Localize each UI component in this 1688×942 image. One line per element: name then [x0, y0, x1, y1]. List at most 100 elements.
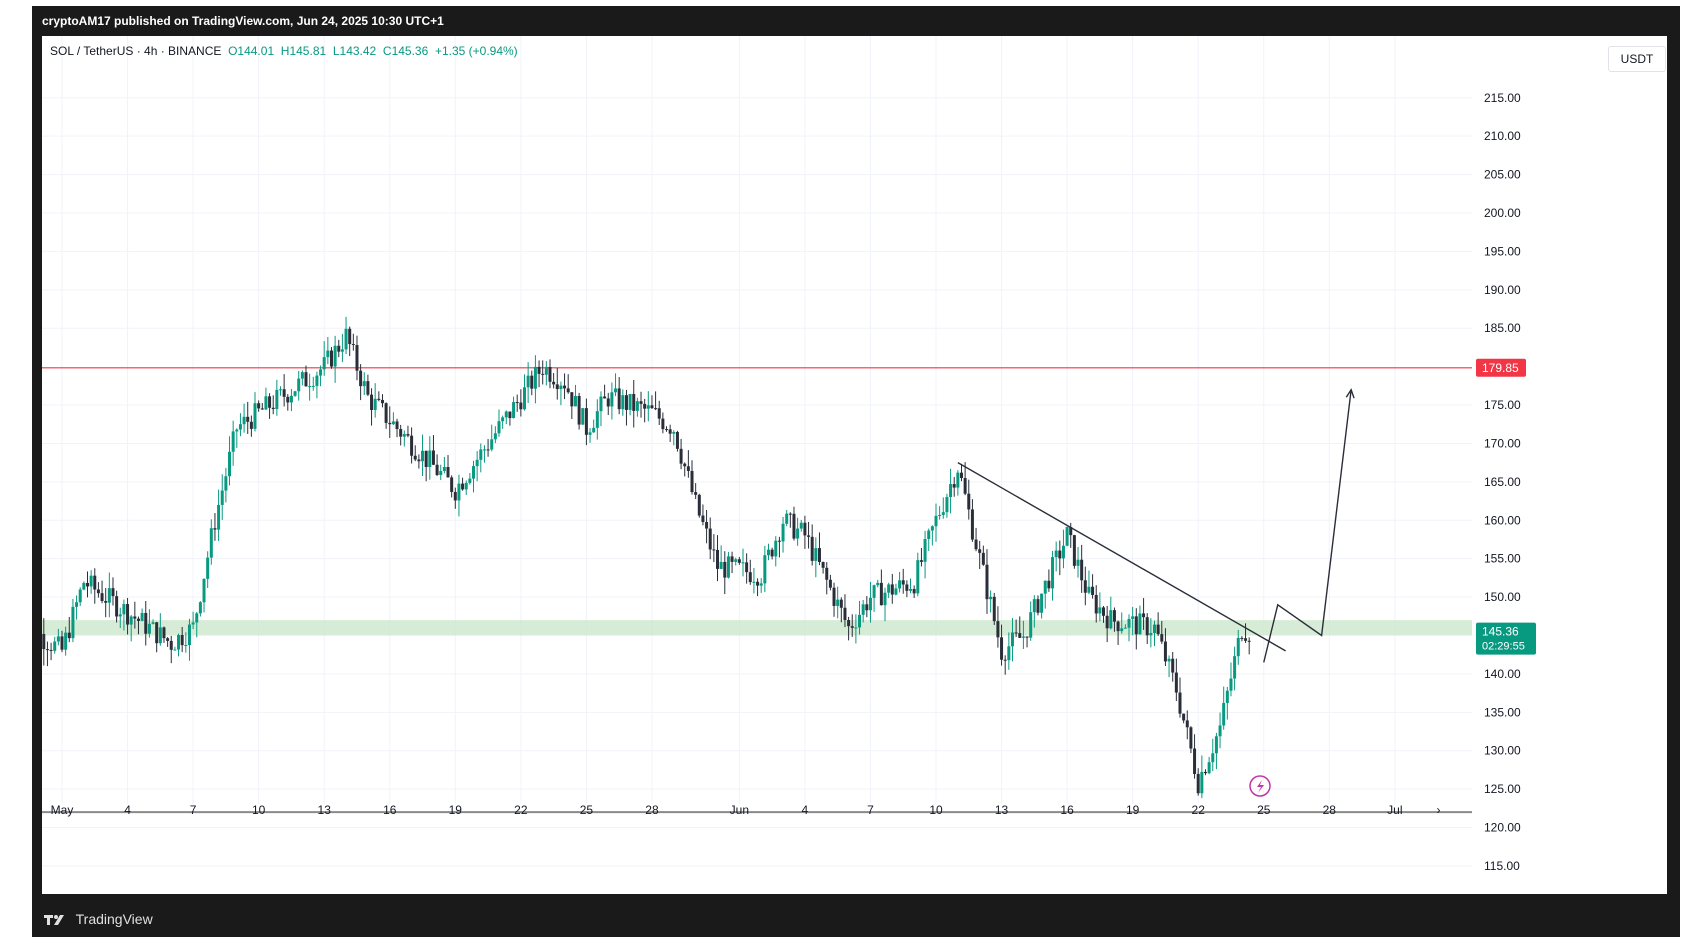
candle-body: [533, 366, 537, 389]
candle-body: [657, 408, 661, 419]
candle-body: [1061, 545, 1065, 559]
candle-body: [661, 418, 665, 430]
candle-body: [115, 596, 119, 617]
candle-body: [60, 636, 64, 650]
candle-body: [1010, 632, 1014, 647]
candle-body: [1218, 725, 1222, 737]
candle-body: [909, 588, 913, 591]
candle-body: [799, 522, 803, 529]
candle-body: [668, 429, 672, 434]
candle-body: [785, 513, 789, 524]
candle-body: [861, 604, 865, 615]
candle-body: [814, 548, 818, 561]
candle-body: [686, 466, 690, 471]
candle-body: [246, 416, 250, 422]
candle-body: [956, 472, 960, 488]
candle-body: [624, 395, 628, 410]
candle-body: [697, 494, 701, 516]
candle-body: [406, 434, 410, 436]
candle-body: [442, 466, 446, 471]
candle-body: [1214, 736, 1218, 754]
price-chart[interactable]: 215.00 210.00 205.00 200.00 195.00 190.00 185.…: [42, 36, 1667, 894]
candle-body: [329, 350, 333, 367]
candle-body: [519, 402, 523, 410]
candle-body: [949, 484, 953, 498]
candle-body: [311, 385, 315, 387]
candle-body: [1018, 633, 1022, 638]
candle-body: [1222, 702, 1226, 726]
candle-body: [756, 581, 760, 586]
candle-body: [1094, 594, 1098, 614]
candle-body: [1182, 713, 1186, 721]
candle-body: [377, 398, 381, 400]
candle-body: [355, 345, 359, 371]
candle-body: [359, 370, 363, 387]
candle-body: [617, 388, 621, 410]
candle-body: [1065, 527, 1069, 546]
candle-body: [1036, 599, 1040, 613]
x-axis-label: 19: [1126, 803, 1140, 817]
candle-body: [180, 635, 184, 646]
candle-body: [974, 539, 978, 550]
candle-body: [399, 429, 403, 437]
candle-body: [726, 556, 730, 578]
candle-body: [64, 632, 68, 650]
candle-body: [719, 561, 723, 569]
candle-body: [1203, 771, 1207, 774]
candle-body: [1156, 624, 1160, 635]
alert-lightning-icon[interactable]: [1249, 775, 1271, 797]
candle-body: [493, 433, 497, 440]
y-axis-label: 130.00: [1484, 744, 1521, 758]
candle-body: [730, 556, 734, 562]
candle-body: [603, 396, 607, 399]
candle-body: [559, 385, 563, 390]
candle-body: [53, 641, 57, 651]
candle-body: [807, 535, 811, 537]
candle-body: [275, 389, 279, 410]
x-axis-label: 25: [1257, 803, 1271, 817]
candle-body: [1160, 634, 1164, 642]
candle-body: [810, 536, 814, 561]
chart-panel[interactable]: 215.00 210.00 205.00 200.00 195.00 190.00 185.…: [42, 36, 1667, 894]
candle-body: [821, 562, 825, 568]
candle-body: [166, 638, 170, 641]
candle-body: [1076, 559, 1080, 566]
candle-body: [1112, 610, 1116, 622]
candle-body: [643, 403, 647, 409]
candle-body: [388, 422, 392, 425]
candle-body: [191, 622, 195, 625]
candle-body: [395, 421, 399, 430]
candle-body: [584, 408, 588, 435]
candle-body: [996, 621, 1000, 638]
candle-body: [224, 476, 228, 491]
candle-body: [439, 470, 443, 476]
candle-body: [78, 589, 82, 603]
candle-body: [796, 528, 800, 539]
candle-body: [184, 645, 188, 647]
candle-body: [1127, 618, 1131, 628]
candle-body: [1138, 613, 1142, 635]
candle-body: [257, 403, 261, 409]
candle-body: [118, 614, 122, 617]
candle-body: [501, 417, 505, 422]
candle-body: [737, 559, 741, 563]
currency-selector[interactable]: USDT: [1608, 46, 1666, 72]
candle-body: [1080, 559, 1084, 581]
candle-body: [1102, 607, 1106, 616]
candle-body: [770, 549, 774, 557]
candle-body: [1167, 658, 1171, 662]
candle-body: [417, 459, 421, 462]
candle-body: [1105, 615, 1109, 629]
candle-body: [1087, 586, 1091, 593]
candle-body: [479, 449, 483, 460]
candle-body: [1058, 550, 1062, 559]
y-axis-label: 155.00: [1484, 552, 1521, 566]
y-axis-label: 160.00: [1484, 513, 1521, 527]
projection-path: [1263, 389, 1352, 663]
candle-body: [1043, 580, 1047, 594]
candle-body: [1000, 637, 1004, 660]
candle-body: [701, 515, 705, 523]
candle-body: [151, 622, 155, 624]
candle-body: [162, 627, 166, 639]
candle-body: [293, 391, 297, 396]
